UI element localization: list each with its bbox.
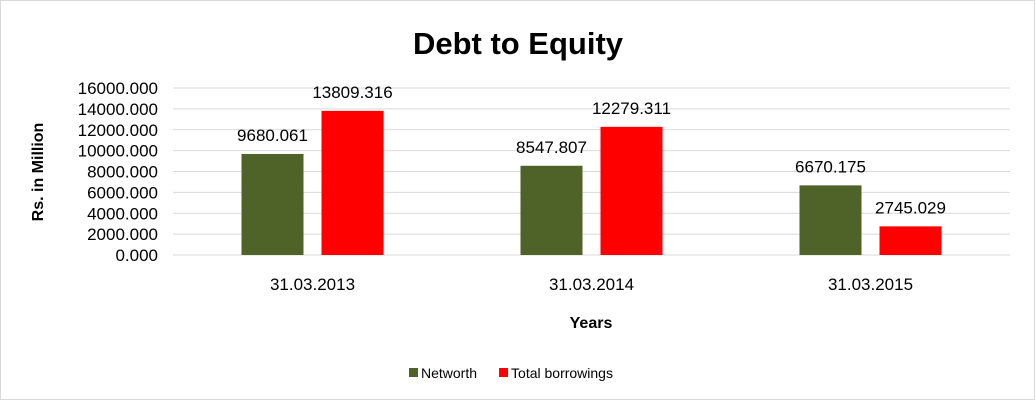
y-tick-label: 12000.000 xyxy=(78,121,158,140)
data-label: 6670.175 xyxy=(795,157,866,176)
y-tick-label: 8000.000 xyxy=(87,163,158,182)
bar-networth xyxy=(241,153,304,255)
x-tick-label: 31.03.2014 xyxy=(549,275,634,294)
y-tick-label: 16000.000 xyxy=(78,79,158,98)
bar-total-borrowings xyxy=(600,126,663,256)
bar-total-borrowings xyxy=(879,226,942,255)
data-label: 2745.029 xyxy=(875,198,946,217)
y-tick-label: 6000.000 xyxy=(87,183,158,202)
x-tick-label: 31.03.2013 xyxy=(270,275,355,294)
y-tick-label: 10000.000 xyxy=(78,142,158,161)
legend-label: Total borrowings xyxy=(511,365,613,381)
chart-title: Debt to Equity xyxy=(413,26,624,61)
data-label: 9680.061 xyxy=(237,126,308,145)
data-label: 13809.316 xyxy=(312,83,392,102)
x-axis-label: Years xyxy=(570,315,613,332)
x-tick-label: 31.03.2015 xyxy=(828,275,913,294)
y-tick-label: 2000.000 xyxy=(87,225,158,244)
y-axis-label: Rs. in Million xyxy=(30,123,47,222)
legend: Networth Total borrowings xyxy=(409,365,613,381)
data-label: 12279.311 xyxy=(592,99,671,118)
y-tick-label: 0.000 xyxy=(115,246,158,265)
y-tick-label: 4000.000 xyxy=(87,204,158,223)
bar-networth xyxy=(520,165,583,255)
y-tick-label: 14000.000 xyxy=(78,100,158,119)
data-label: 8547.807 xyxy=(516,138,587,157)
legend-label: Networth xyxy=(421,365,477,381)
bar-networth xyxy=(799,185,862,255)
legend-swatch xyxy=(499,368,509,377)
bar-total-borrowings xyxy=(321,110,384,255)
legend-swatch xyxy=(409,368,418,377)
